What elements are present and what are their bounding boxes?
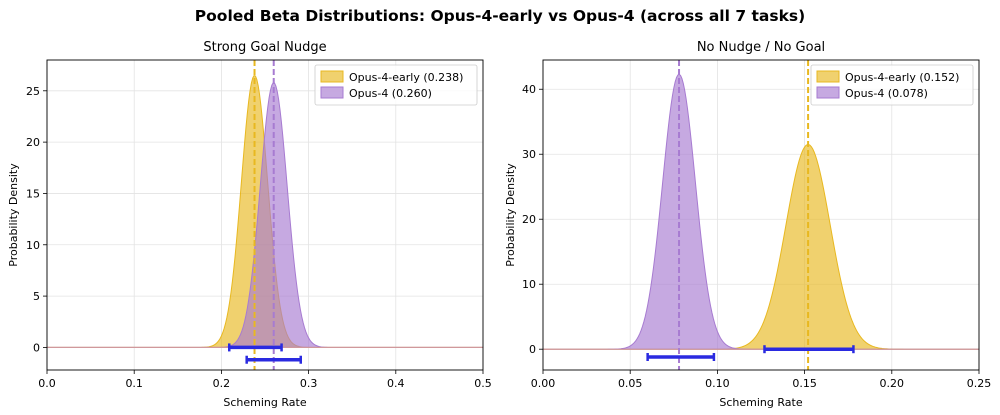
x-tick-label: 0.1 — [125, 377, 143, 390]
y-tick-label: 0 — [529, 343, 536, 356]
y-tick-label: 20 — [26, 136, 40, 149]
legend-box — [314, 64, 478, 106]
y-tick-label: 5 — [33, 290, 40, 303]
legend-swatch — [320, 86, 344, 99]
y-tick-label: 25 — [26, 85, 40, 98]
y-axis-label: Probability Density — [504, 163, 517, 267]
x-tick-label: 0.20 — [880, 377, 905, 390]
plot-frame — [542, 59, 980, 371]
panel-strong-goal-nudge: Strong Goal Nudge Scheming Rate Probabil… — [7, 40, 492, 409]
x-tick-label: 0.25 — [967, 377, 992, 390]
y-tick-label: 0 — [33, 341, 40, 354]
panel-no-nudge-no-goal: No Nudge / No Goal Scheming Rate Probabi… — [504, 40, 991, 409]
legend-entry: Opus-4-early (0.238) — [349, 71, 463, 84]
x-tick-label: 0.5 — [474, 377, 492, 390]
y-tick-label: 10 — [26, 239, 40, 252]
legend-entry: Opus-4 (0.078) — [845, 87, 928, 100]
y-tick-label: 40 — [522, 83, 536, 96]
x-tick-label: 0.00 — [531, 377, 556, 390]
x-axis-label: Scheming Rate — [223, 396, 306, 409]
legend-swatch — [320, 70, 344, 83]
y-tick-label: 30 — [522, 148, 536, 161]
figure-title: Pooled Beta Distributions: Opus-4-early … — [195, 7, 805, 25]
x-tick-label: 0.10 — [705, 377, 730, 390]
plot-frame — [46, 59, 484, 371]
x-axis-label: Scheming Rate — [719, 396, 802, 409]
panel-title: Strong Goal Nudge — [203, 40, 326, 55]
x-tick-label: 0.4 — [387, 377, 405, 390]
legend-entry: Opus-4-early (0.152) — [845, 71, 959, 84]
legend-swatch — [816, 70, 840, 83]
legend-entry: Opus-4 (0.260) — [349, 87, 432, 100]
x-tick-label: 0.0 — [38, 377, 56, 390]
y-tick-label: 20 — [522, 213, 536, 226]
x-tick-label: 0.05 — [618, 377, 643, 390]
panel-title: No Nudge / No Goal — [697, 40, 825, 55]
legend-swatch — [816, 86, 840, 99]
x-tick-label: 0.15 — [792, 377, 817, 390]
x-tick-label: 0.3 — [300, 377, 318, 390]
density-area-opus-4 — [46, 82, 484, 348]
x-tick-label: 0.2 — [213, 377, 231, 390]
density-area-opus-4 — [542, 73, 980, 350]
density-area-opus-4-early — [542, 144, 980, 350]
y-axis-label: Probability Density — [7, 163, 20, 267]
legend-box — [810, 64, 974, 106]
y-tick-label: 10 — [522, 278, 536, 291]
legend: Opus-4-early (0.152) Opus-4 (0.078) — [810, 64, 974, 106]
y-tick-label: 15 — [26, 187, 40, 200]
legend: Opus-4-early (0.238) Opus-4 (0.260) — [314, 64, 478, 106]
